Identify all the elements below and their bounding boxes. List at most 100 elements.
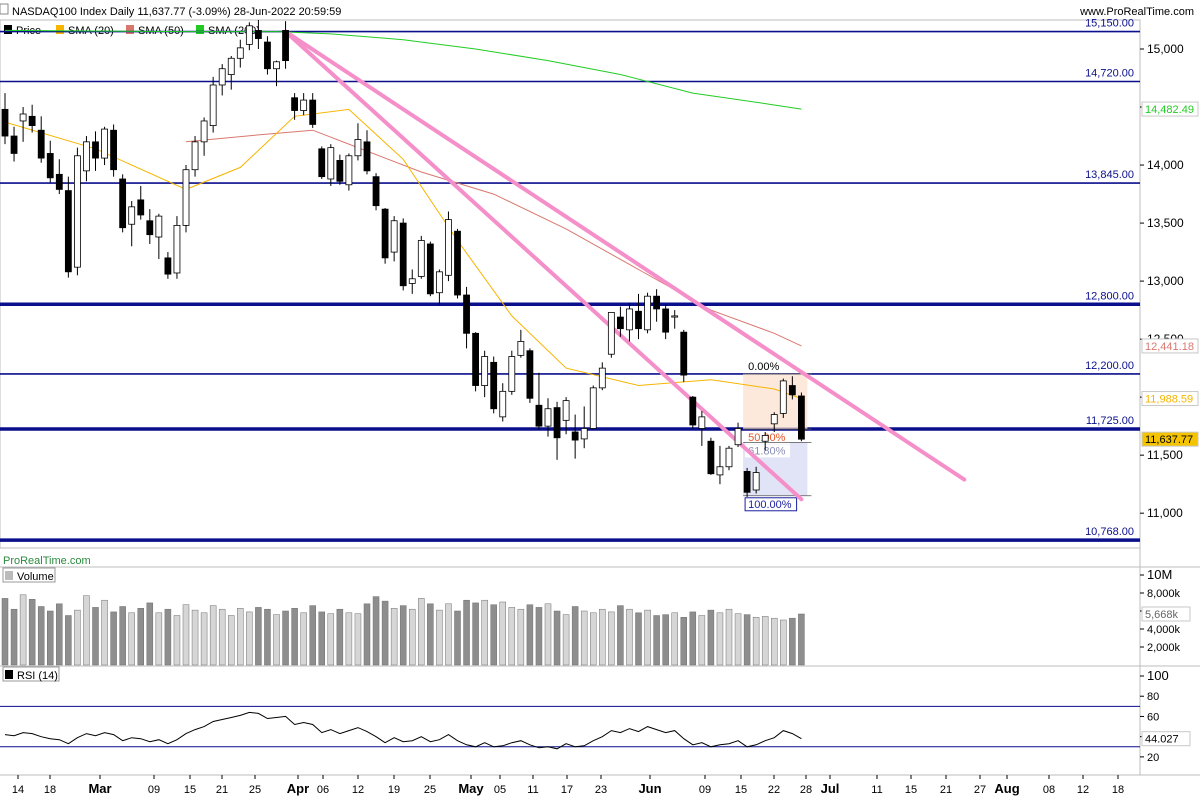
candlestick[interactable] <box>589 387 597 429</box>
trendline[interactable] <box>283 29 967 482</box>
candlestick[interactable] <box>318 148 326 178</box>
candlestick[interactable] <box>282 30 289 62</box>
x-axis-label: Jul <box>821 781 840 796</box>
candlestick[interactable] <box>626 308 633 331</box>
candlestick[interactable] <box>399 222 407 287</box>
candlestick[interactable] <box>55 173 63 190</box>
candlestick[interactable] <box>155 215 163 238</box>
candlestick[interactable] <box>372 176 380 207</box>
candlestick[interactable] <box>752 472 760 491</box>
candlestick[interactable] <box>698 416 706 429</box>
candlestick[interactable] <box>445 219 452 276</box>
candlestick[interactable] <box>472 332 480 386</box>
candlestick[interactable] <box>598 367 606 389</box>
candlestick[interactable] <box>273 61 280 70</box>
candlestick[interactable] <box>499 390 507 418</box>
candlestick[interactable] <box>74 155 81 268</box>
volume-swatch-icon <box>5 571 13 580</box>
candlestick[interactable] <box>662 308 670 333</box>
candlestick[interactable] <box>83 141 90 172</box>
candlestick[interactable] <box>635 310 642 330</box>
candlestick[interactable] <box>64 190 72 273</box>
candlestick[interactable] <box>309 99 317 125</box>
candlestick[interactable] <box>770 414 778 425</box>
candlestick[interactable] <box>417 240 425 277</box>
candlestick[interactable] <box>19 113 27 122</box>
trendline[interactable] <box>283 29 804 502</box>
candlestick[interactable] <box>526 350 534 399</box>
candlestick[interactable] <box>146 220 154 236</box>
candlestick[interactable] <box>363 141 371 172</box>
candlestick[interactable] <box>1 108 9 137</box>
candlestick[interactable] <box>761 435 769 442</box>
candlestick[interactable] <box>743 471 751 493</box>
candlestick[interactable] <box>245 25 253 45</box>
level-label: 10,768.00 <box>1085 526 1134 538</box>
candlestick[interactable] <box>426 243 434 295</box>
candlestick[interactable] <box>725 447 733 468</box>
candlestick[interactable] <box>463 294 470 334</box>
volume-bar <box>318 611 325 666</box>
candlestick[interactable] <box>345 155 353 186</box>
candlestick[interactable] <box>291 97 299 111</box>
candlestick[interactable] <box>254 30 262 39</box>
candlestick[interactable] <box>490 361 498 410</box>
candlestick[interactable] <box>544 408 552 427</box>
candlestick[interactable] <box>571 431 579 441</box>
candlestick[interactable] <box>300 99 308 111</box>
candlestick[interactable] <box>653 295 660 310</box>
candlestick[interactable] <box>517 341 525 356</box>
candlestick[interactable] <box>92 141 99 159</box>
candlestick[interactable] <box>779 380 787 414</box>
candlestick[interactable] <box>200 120 208 143</box>
candlestick[interactable] <box>671 315 679 318</box>
candlestick[interactable] <box>553 407 561 439</box>
candlestick[interactable] <box>119 178 127 229</box>
candlestick[interactable] <box>10 135 18 154</box>
candlestick[interactable] <box>101 128 108 159</box>
candlestick[interactable] <box>408 278 416 284</box>
candlestick[interactable] <box>381 208 389 259</box>
candlestick[interactable] <box>481 356 489 386</box>
candlestick[interactable] <box>508 356 516 392</box>
candlestick[interactable] <box>617 316 624 330</box>
menu-icon[interactable] <box>0 3 9 15</box>
candlestick[interactable] <box>680 331 688 376</box>
candlestick[interactable] <box>689 396 697 426</box>
candlestick[interactable] <box>191 141 199 171</box>
candlestick[interactable] <box>28 115 36 126</box>
candlestick[interactable] <box>110 129 117 171</box>
candlestick[interactable] <box>607 312 615 355</box>
candlestick[interactable] <box>707 440 715 475</box>
sma-20-line <box>4 108 802 399</box>
candlestick[interactable] <box>435 271 443 294</box>
candlestick[interactable] <box>354 139 362 157</box>
candlestick[interactable] <box>164 257 172 275</box>
candlestick[interactable] <box>716 466 724 476</box>
candlestick[interactable] <box>798 395 805 440</box>
candlestick[interactable] <box>535 404 543 427</box>
candlestick[interactable] <box>580 428 588 440</box>
candlestick[interactable] <box>327 147 335 180</box>
candlestick[interactable] <box>128 206 136 225</box>
candlestick[interactable] <box>734 428 742 446</box>
candlestick[interactable] <box>788 385 796 396</box>
candlestick[interactable] <box>236 47 244 59</box>
candlestick[interactable] <box>336 160 344 182</box>
candlestick[interactable] <box>562 400 570 421</box>
candlestick[interactable] <box>173 224 181 274</box>
candlestick[interactable] <box>137 199 145 216</box>
candlestick[interactable] <box>390 220 398 253</box>
candlestick[interactable] <box>37 129 45 159</box>
candlestick[interactable] <box>218 68 226 86</box>
candlestick[interactable] <box>209 84 217 126</box>
candlestick[interactable] <box>227 57 235 75</box>
candlestick[interactable] <box>644 295 651 331</box>
candlestick[interactable] <box>454 230 461 296</box>
volume-bar <box>336 608 344 666</box>
candlestick[interactable] <box>182 169 190 226</box>
candlestick[interactable] <box>46 153 54 179</box>
rsi-legend-box <box>2 666 60 682</box>
candlestick[interactable] <box>264 41 271 70</box>
